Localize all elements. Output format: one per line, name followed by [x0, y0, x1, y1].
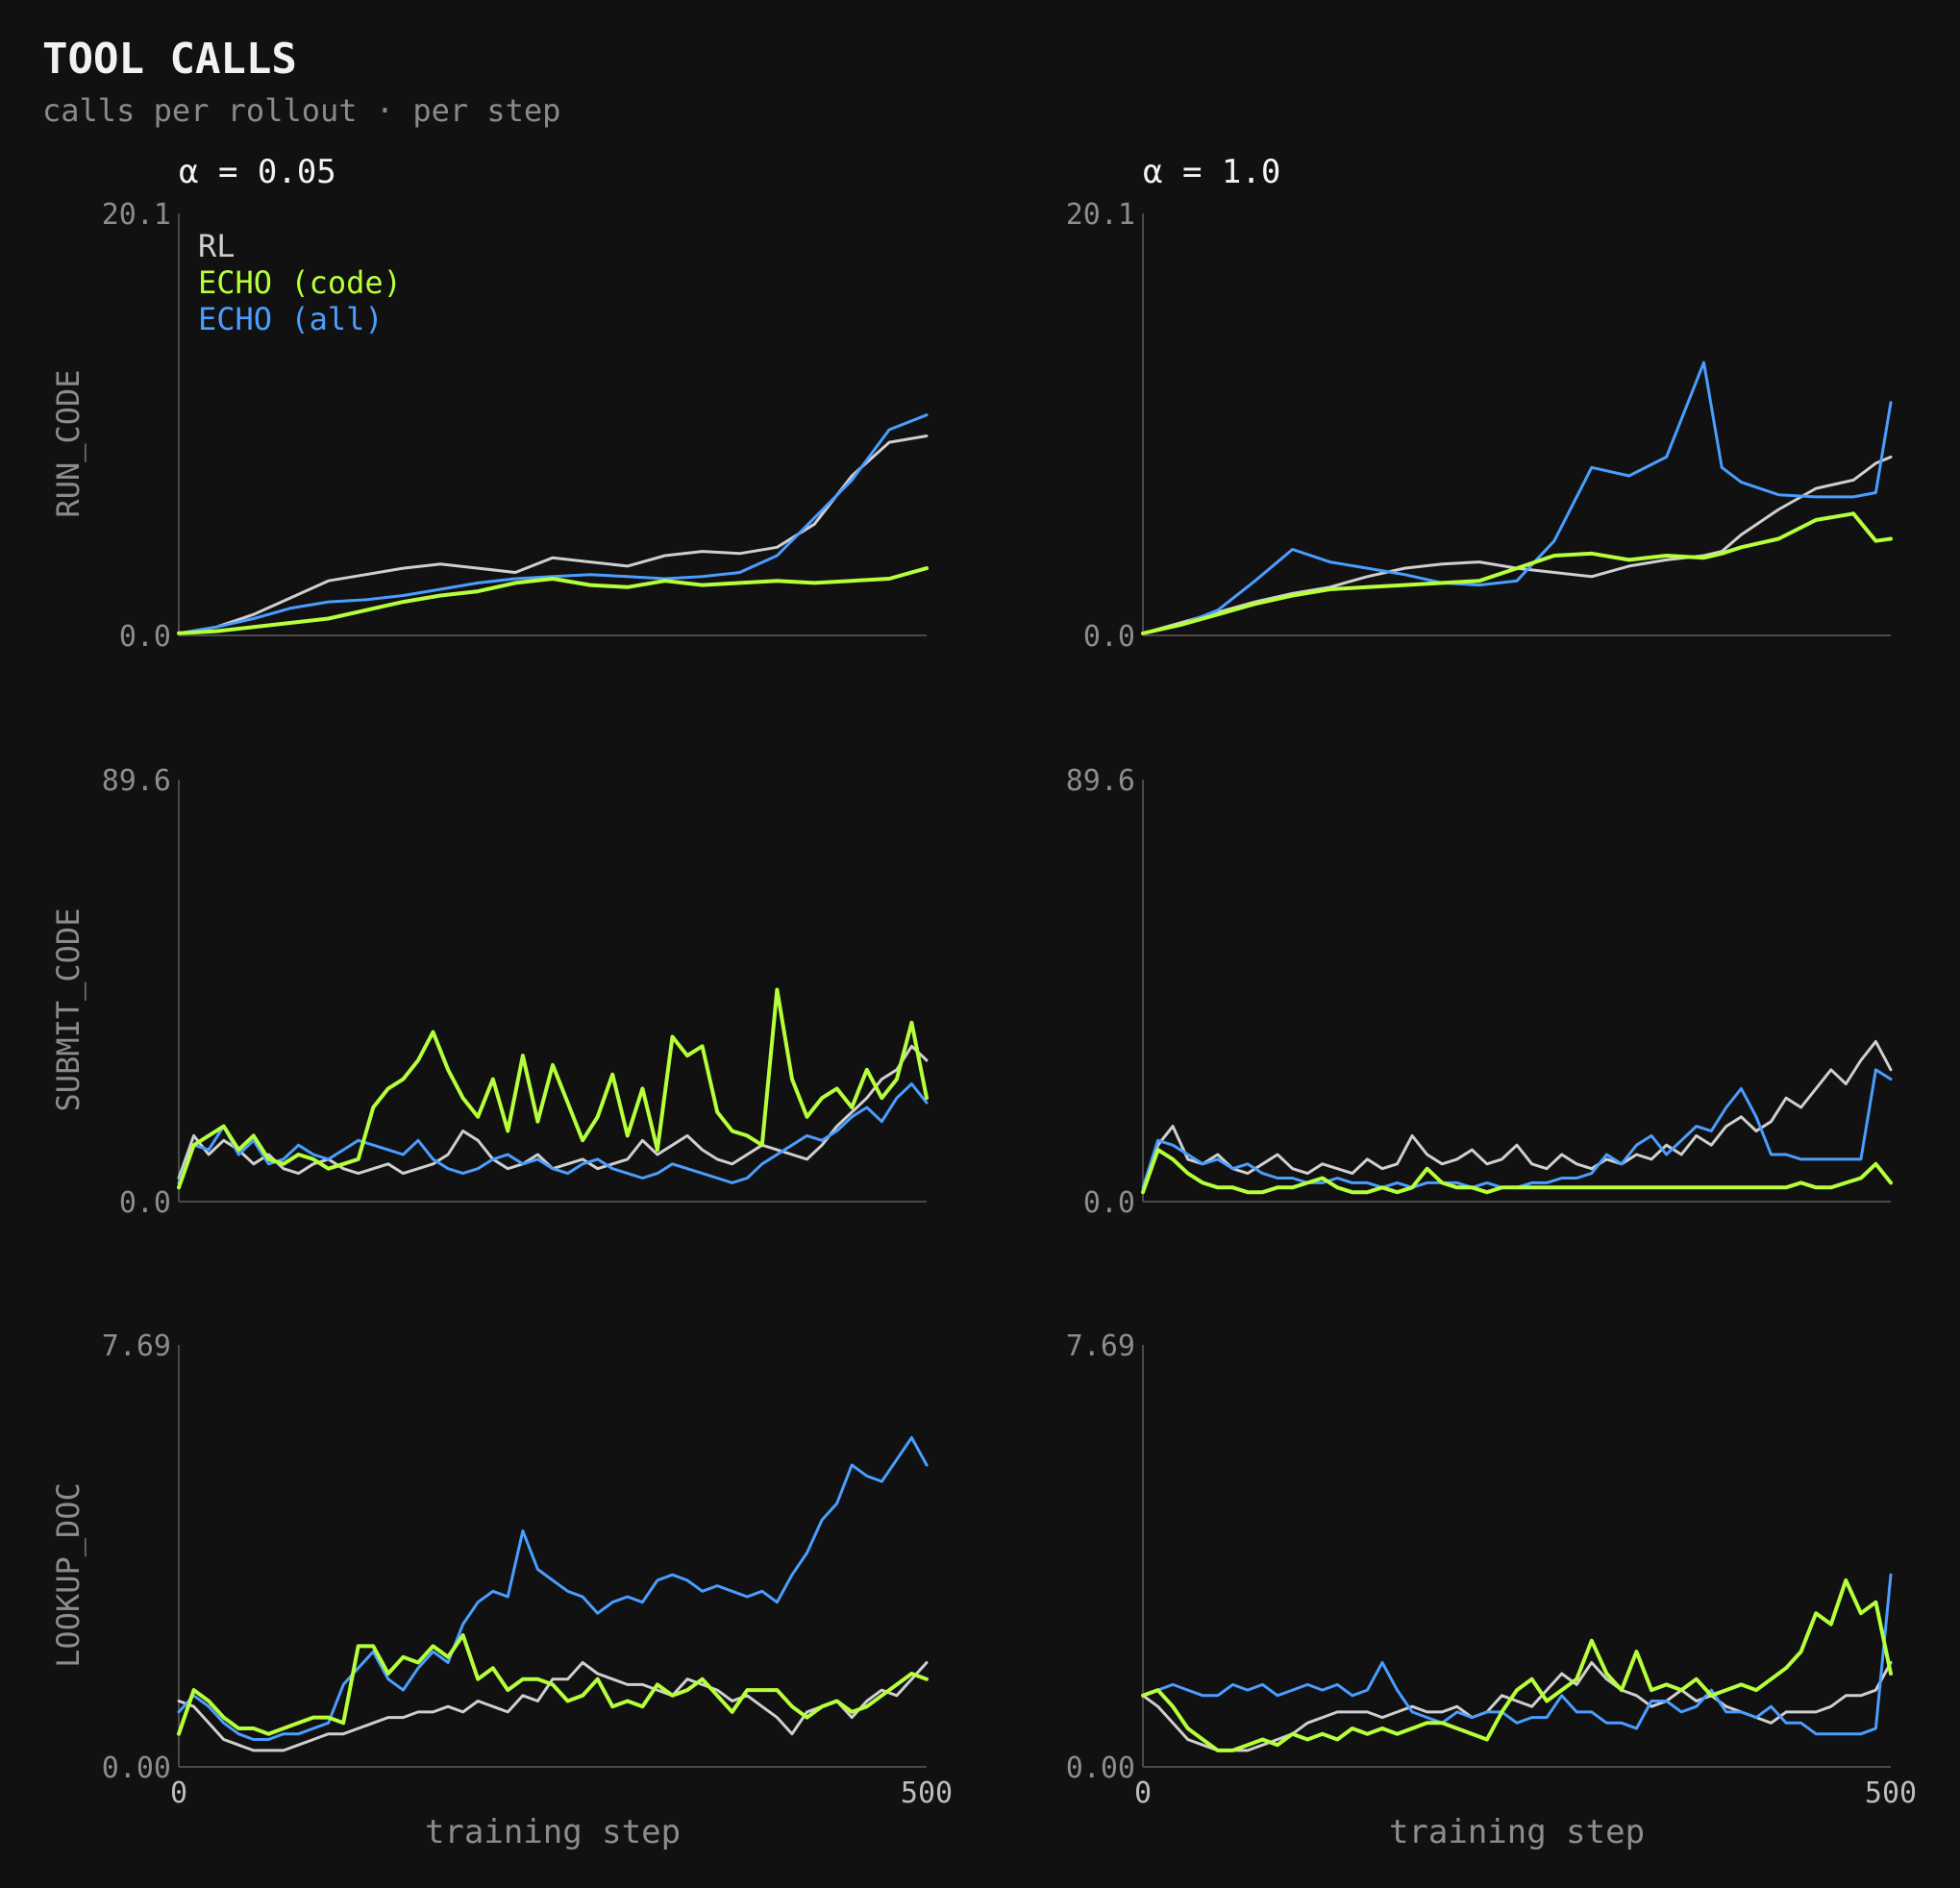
series-line-echo-all — [1141, 1573, 1893, 1736]
y-tick-label: 89.6 — [102, 764, 171, 798]
y-axis-label: RUN_CODE — [50, 369, 87, 517]
y-tick-label: 0.0 — [1083, 1186, 1135, 1220]
series-line-echo-all — [177, 413, 929, 635]
series-line-rl — [1141, 455, 1893, 635]
y-tick-label: 7.69 — [102, 1329, 171, 1363]
y-tick-label: 20.1 — [1066, 198, 1135, 232]
y-tick-label: 20.1 — [102, 198, 171, 232]
x-axis-label: training step — [1389, 1813, 1645, 1851]
panel-3: 0.0 89.6 — [1066, 764, 1893, 1220]
series-line-echo-code — [1141, 511, 1893, 635]
x-axis-label: training step — [425, 1813, 681, 1851]
y-tick-label: 0.00 — [1066, 1751, 1135, 1785]
series-line-echo-all — [177, 1436, 929, 1741]
series-line-echo-all — [177, 1082, 929, 1184]
series-line-echo-all — [1141, 360, 1893, 635]
legend-item-echo-code: ECHO (code) — [198, 264, 402, 301]
series-line-rl — [177, 1661, 929, 1752]
series-line-echo-code — [177, 1633, 929, 1736]
y-tick-label: 0.0 — [1083, 620, 1135, 654]
y-tick-label: 89.6 — [1066, 764, 1135, 798]
y-tick-label: 0.0 — [119, 1186, 171, 1220]
legend-item-echo-all: ECHO (all) — [198, 301, 384, 337]
panel-4: 0.00 7.69 LOOKUP_DOC 0 500 training step — [50, 1329, 953, 1851]
series-line-echo-code — [1141, 1148, 1893, 1195]
panel-1: α = 1.0 0.0 20.1 — [1066, 153, 1893, 654]
y-tick-label: 7.69 — [1066, 1329, 1135, 1363]
panel-2: 0.0 89.6 SUBMIT_CODE — [50, 764, 929, 1220]
page-subtitle: calls per rollout · per step — [42, 92, 560, 129]
x-tick-label: 0 — [170, 1776, 187, 1810]
column-title: α = 1.0 — [1143, 153, 1280, 191]
y-tick-label: 0.00 — [102, 1751, 171, 1785]
series-line-rl — [1141, 1039, 1893, 1194]
page-title: TOOL CALLS — [42, 35, 297, 84]
series-line-echo-code — [177, 987, 929, 1190]
column-title: α = 0.05 — [179, 153, 336, 191]
y-axis-label: LOOKUP_DOC — [50, 1482, 87, 1668]
x-tick-label: 0 — [1134, 1776, 1152, 1810]
x-tick-label: 500 — [901, 1776, 953, 1810]
series-line-echo-code — [1141, 1577, 1893, 1752]
series-line-echo-code — [177, 566, 929, 635]
y-tick-label: 0.0 — [119, 620, 171, 654]
legend-item-rl: RL — [198, 228, 236, 264]
panel-5: 0.00 7.69 0 500 training step — [1066, 1329, 1917, 1851]
y-axis-label: SUBMIT_CODE — [50, 908, 87, 1112]
x-tick-label: 500 — [1865, 1776, 1917, 1810]
